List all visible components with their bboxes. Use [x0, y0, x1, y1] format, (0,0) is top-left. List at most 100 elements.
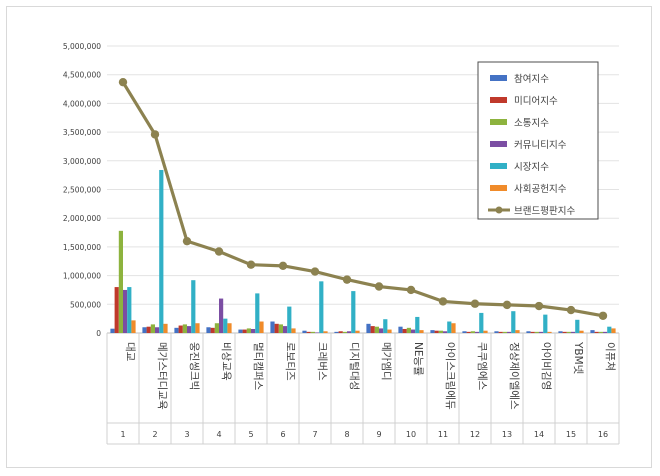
chart-frame: 0 500,000 1,000,000 1,500,000 2,000,000 2,500…	[6, 6, 652, 468]
bar-미디어지수-대교	[114, 287, 119, 333]
y-tick-label: 2,000,000	[63, 214, 101, 223]
bar-사회공헌지수-멀티캠퍼스	[259, 321, 264, 333]
y-tick-label: 0	[96, 329, 101, 338]
bar-소통지수-정상제이엘에스	[502, 331, 507, 333]
bar-참여지수-메가스터디교육	[142, 327, 147, 333]
point-아이스크림에듀	[438, 297, 448, 306]
bar-시장지수-메가스터디교육	[159, 169, 164, 333]
bar-미디어지수-메가스터디교육	[146, 326, 151, 333]
point-크레버스	[310, 267, 320, 276]
bar-사회공헌지수-아이비김영	[547, 331, 552, 333]
legend-label: 소통지수	[514, 118, 549, 129]
bar-커뮤니티지수-대교	[123, 289, 128, 333]
point-메가엠디	[374, 282, 384, 291]
legend-swatch-참여지수	[490, 75, 507, 81]
legend-marker-브랜드평판지수	[495, 206, 503, 214]
bar-커뮤니티지수-정상제이엘에스	[507, 331, 512, 333]
bar-소통지수-메가엠디	[374, 326, 379, 333]
bar-참여지수-비상교육	[206, 327, 211, 333]
brand-reputation-chart: 0 500,000 1,000,000 1,500,000 2,000,000 2,500…	[63, 42, 620, 445]
y-tick-label: 5,000,000	[63, 42, 101, 51]
x-tick-label: YBM넷	[572, 341, 584, 375]
rank-label: 7	[312, 430, 317, 439]
rank-label: 4	[216, 430, 221, 439]
bar-미디어지수-로보티즈	[274, 323, 279, 333]
bar-참여지수-디지털대성	[334, 331, 339, 333]
legend-box	[477, 61, 599, 220]
bar-미디어지수-이퓨쳐	[594, 331, 599, 333]
y-tick-label: 2,500,000	[63, 186, 101, 195]
y-tick-label: 3,000,000	[63, 157, 101, 166]
x-tick-label: 로보티즈	[284, 342, 296, 381]
x-tick-label: 크레버스	[316, 342, 328, 381]
x-tick-label: 메가엠디	[380, 342, 392, 381]
bar-미디어지수-YBM넷	[562, 331, 567, 333]
bar-소통지수-NE능률	[406, 327, 411, 333]
bar-사회공헌지수-이퓨쳐	[611, 328, 616, 333]
bar-시장지수-비상교육	[223, 318, 228, 333]
legend-label: 미디어지수	[514, 96, 558, 107]
bar-시장지수-YBM넷	[575, 319, 580, 333]
rank-label: 6	[280, 430, 285, 439]
bar-참여지수-멀티캠퍼스	[238, 329, 243, 333]
bar-소통지수-쿠쿠엠에스	[470, 331, 475, 333]
rank-label: 8	[344, 430, 349, 439]
x-tick-label: 이퓨쳐	[604, 342, 616, 371]
bar-커뮤니티지수-메가엠디	[379, 328, 384, 333]
y-tick-label: 1,500,000	[63, 243, 101, 252]
point-이퓨쳐	[598, 311, 608, 320]
bar-소통지수-로보티즈	[278, 324, 283, 333]
x-tick-label: 쿠쿠엠에스	[476, 342, 488, 391]
bar-참여지수-아이비김영	[526, 331, 531, 333]
line-브랜드평판지수	[121, 81, 604, 318]
bar-커뮤니티지수-멀티캠퍼스	[251, 328, 256, 333]
bar-미디어지수-비상교육	[210, 327, 215, 333]
bar-참여지수-NE능률	[398, 326, 403, 333]
x-tick-label: NE능률	[412, 342, 424, 376]
rank-label: 11	[438, 430, 448, 439]
bar-미디어지수-정상제이엘에스	[498, 331, 503, 333]
legend-swatch-커뮤니티지수	[490, 141, 507, 147]
bar-시장지수-크레버스	[319, 281, 324, 333]
bar-참여지수-로보티즈	[270, 321, 275, 333]
rank-label: 14	[534, 430, 544, 439]
bar-소통지수-이퓨쳐	[598, 331, 603, 333]
x-tick-label: 아이비김영	[540, 342, 552, 390]
bar-커뮤니티지수-로보티즈	[283, 326, 288, 333]
rank-label: 1	[120, 430, 125, 439]
bar-미디어지수-멀티캠퍼스	[242, 329, 247, 333]
bar-소통지수-아이비김영	[534, 331, 539, 333]
point-디지털대성	[342, 275, 352, 284]
x-tick-label: 디지털대성	[348, 342, 360, 390]
bar-사회공헌지수-메가스터디교육	[163, 323, 168, 333]
bar-커뮤니티지수-아이스크림에듀	[443, 331, 448, 333]
legend-swatch-미디어지수	[490, 97, 507, 103]
bar-시장지수-이퓨쳐	[607, 326, 612, 333]
bar-커뮤니티지수-크레버스	[315, 332, 320, 333]
y-tick-label: 4,000,000	[63, 99, 101, 108]
bar-커뮤니티지수-웅진씽크빅	[187, 326, 192, 333]
bar-소통지수-아이스크림에듀	[438, 330, 443, 333]
rank-label: 9	[376, 430, 381, 439]
legend-label: 참여지수	[514, 73, 549, 85]
bar-소통지수-멀티캠퍼스	[246, 328, 251, 333]
point-쿠쿠엠에스	[470, 299, 480, 308]
bar-사회공헌지수-정상제이엘에스	[515, 330, 520, 333]
x-tick-label: 대교	[124, 342, 136, 362]
bar-사회공헌지수-크레버스	[323, 331, 328, 333]
bar-소통지수-대교	[118, 230, 123, 333]
bar-사회공헌지수-쿠쿠엠에스	[483, 330, 488, 333]
bar-미디어지수-아이스크림에듀	[434, 330, 439, 333]
bar-사회공헌지수-메가엠디	[387, 329, 392, 333]
rank-label: 15	[566, 430, 576, 439]
y-tick-label: 3,500,000	[63, 128, 101, 137]
point-웅진씽크빅	[182, 236, 192, 246]
bar-참여지수-크레버스	[302, 330, 307, 333]
rank-label: 10	[406, 430, 416, 439]
bar-시장지수-아이스크림에듀	[447, 321, 452, 333]
rank-label: 13	[502, 430, 512, 439]
bar-사회공헌지수-아이스크림에듀	[451, 323, 456, 333]
bar-소통지수-YBM넷	[566, 331, 571, 333]
bar-사회공헌지수-로보티즈	[291, 328, 296, 333]
